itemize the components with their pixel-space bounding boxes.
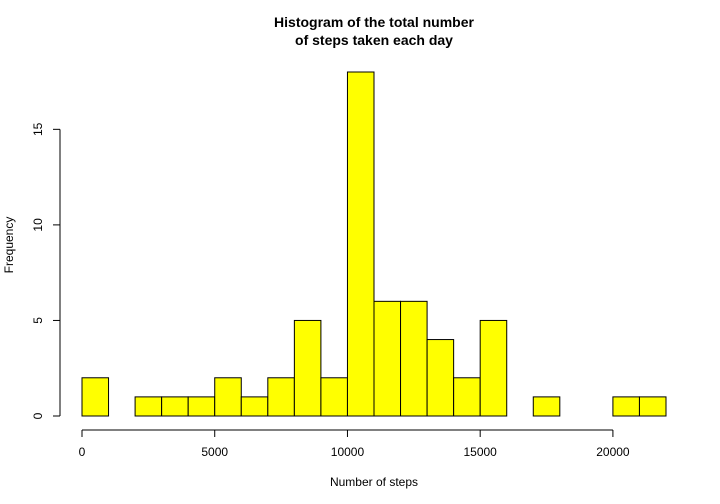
histogram-bar [187, 396, 216, 417]
histogram-bar [240, 396, 269, 417]
y-tick-label: 15 [31, 122, 45, 136]
y-tick-label: 0 [31, 412, 45, 419]
x-tick-label: 20000 [596, 445, 630, 459]
histogram-bar [426, 339, 455, 417]
x-tick-label: 5000 [201, 445, 228, 459]
x-tick-label: 15000 [463, 445, 497, 459]
x-axis-label: Number of steps [330, 475, 418, 489]
histogram-bar [214, 377, 242, 417]
x-axis-ticks: 0 5000 10000 15000 20000 [79, 430, 630, 459]
histogram-bar [373, 300, 402, 417]
bars-group [81, 71, 667, 417]
x-tick-label: 10000 [331, 445, 365, 459]
histogram-bar [612, 396, 640, 417]
y-tick-label: 10 [31, 218, 45, 232]
y-axis-label: Frequency [2, 217, 16, 274]
histogram-bar [293, 319, 322, 417]
y-tick-label: 5 [31, 317, 45, 324]
x-tick-label: 0 [79, 445, 86, 459]
y-axis-ticks: 0 5 10 15 [31, 122, 60, 419]
chart-title-line-2: of steps taken each day [295, 32, 453, 48]
histogram-bar [532, 396, 561, 417]
histogram-bar [134, 396, 163, 417]
chart-title-line-1: Histogram of the total number [274, 14, 474, 30]
histogram-bar [453, 377, 481, 417]
histogram-bar [81, 377, 110, 417]
histogram-bar [479, 319, 508, 417]
histogram-bar [346, 71, 375, 417]
histogram-bar [320, 377, 348, 417]
histogram-bar [400, 300, 428, 417]
histogram-bar [161, 396, 189, 417]
histogram-bar [638, 396, 667, 417]
histogram-bar [267, 377, 295, 417]
